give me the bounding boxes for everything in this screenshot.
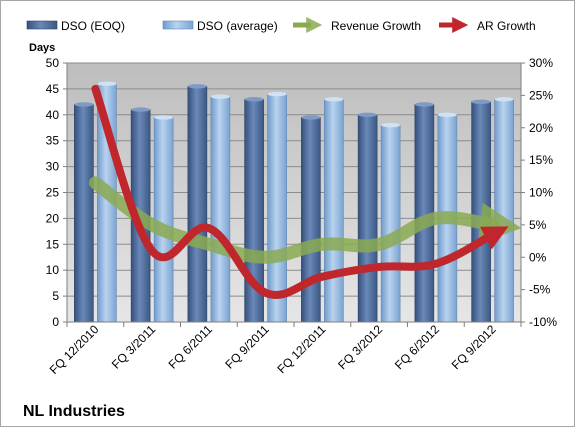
legend: DSO (EOQ) DSO (average) Revenue Growth AR G… (26, 16, 536, 34)
y2-tick-label: 0% (529, 250, 547, 264)
company-name: NL Industries (23, 403, 125, 420)
legend-label: AR Growth (477, 19, 536, 33)
x-tick-label: FQ 6/2012 (392, 322, 442, 372)
y2-tick-label: 15% (529, 153, 553, 167)
y-tick-label: 30 (46, 160, 60, 174)
y-tick-label: 10 (46, 263, 60, 277)
y-axis-title: Days (29, 42, 55, 54)
legend-label: Revenue Growth (331, 19, 421, 33)
legend-swatch (26, 20, 58, 30)
bar-dso-average (267, 93, 287, 323)
bar-dso-average (153, 117, 174, 323)
bar-cap (74, 102, 94, 107)
y-tick-label: 20 (46, 211, 60, 225)
x-tick-label: FQ 3/2012 (335, 322, 385, 372)
y-tick-label: 15 (46, 237, 60, 251)
y-tick-label: 35 (46, 134, 60, 148)
bar-cap (187, 84, 207, 89)
bar-cap (414, 102, 434, 107)
legend-item: Revenue Growth (293, 16, 421, 34)
bar-dso-average (324, 98, 344, 323)
y2-tick-label: 5% (529, 218, 547, 232)
y2-tick-label: 10% (529, 186, 553, 200)
y-tick-label: 25 (46, 186, 60, 200)
y-tick-label: 5 (52, 289, 59, 303)
bar-dso-eoq (471, 101, 491, 323)
legend-label: DSO (average) (197, 19, 278, 33)
x-tick-label: FQ 12/2010 (47, 322, 102, 377)
bar-dso-eoq (74, 104, 94, 323)
legend-item: DSO (EOQ) (26, 19, 125, 33)
y-tick-label: 40 (46, 108, 60, 122)
bar-cap (97, 81, 117, 86)
bar-cap (358, 112, 378, 118)
y2-tick-label: 30% (529, 56, 553, 70)
bar-dso-average (210, 96, 231, 323)
legend-item: AR Growth (439, 16, 536, 34)
bar-cap (471, 99, 491, 105)
bar-dso-average (494, 98, 514, 323)
x-tick-label: FQ 9/2011 (222, 322, 272, 372)
y2-tick-label: 25% (529, 88, 553, 102)
x-axis-ticks: FQ 12/2010 FQ 3/2011 FQ 6/2011 FQ 9/2011 FQ … (47, 322, 522, 377)
ar-growth-line (91, 84, 509, 299)
y-axis-ticks: 0 5 10 15 20 25 30 35 40 45 50 (46, 56, 67, 329)
y-tick-label: 50 (46, 56, 60, 70)
bar-cap (267, 91, 287, 97)
bars (74, 81, 514, 323)
growth-lines (88, 84, 522, 299)
bar-cap (210, 94, 230, 99)
y2-tick-label: -5% (529, 283, 551, 297)
legend-swatch (162, 20, 194, 30)
bar-cap (437, 112, 457, 118)
x-tick-label: FQ 12/2011 (274, 322, 328, 376)
y2-tick-label: -10% (529, 315, 557, 329)
x-tick-label: FQ 6/2011 (166, 322, 216, 372)
revenue-growth-line (88, 176, 522, 264)
bar-cap (244, 97, 264, 102)
bar-cap (131, 107, 151, 112)
y-tick-label: 0 (52, 315, 59, 329)
bar-cap (494, 97, 514, 102)
bar-cap (301, 115, 321, 120)
bar-cap (324, 97, 344, 102)
legend-item: DSO (average) (162, 19, 278, 33)
bar-dso-eoq (357, 114, 378, 323)
x-tick-label: FQ 3/2011 (109, 322, 159, 372)
y-tick-label: 45 (46, 82, 60, 96)
bar-dso-eoq (301, 117, 321, 323)
bar-cap (154, 115, 174, 120)
bar-dso-eoq (187, 86, 208, 323)
bar-dso-average (380, 124, 401, 323)
y2-axis-ticks: -10% -5% 0% 5% 10% 15% 20% 25% 30% (521, 56, 557, 329)
legend-label: DSO (EOQ) (61, 19, 125, 33)
bar-cap (381, 122, 401, 128)
x-tick-label: FQ 9/2012 (449, 322, 499, 372)
y2-tick-label: 20% (529, 121, 553, 135)
